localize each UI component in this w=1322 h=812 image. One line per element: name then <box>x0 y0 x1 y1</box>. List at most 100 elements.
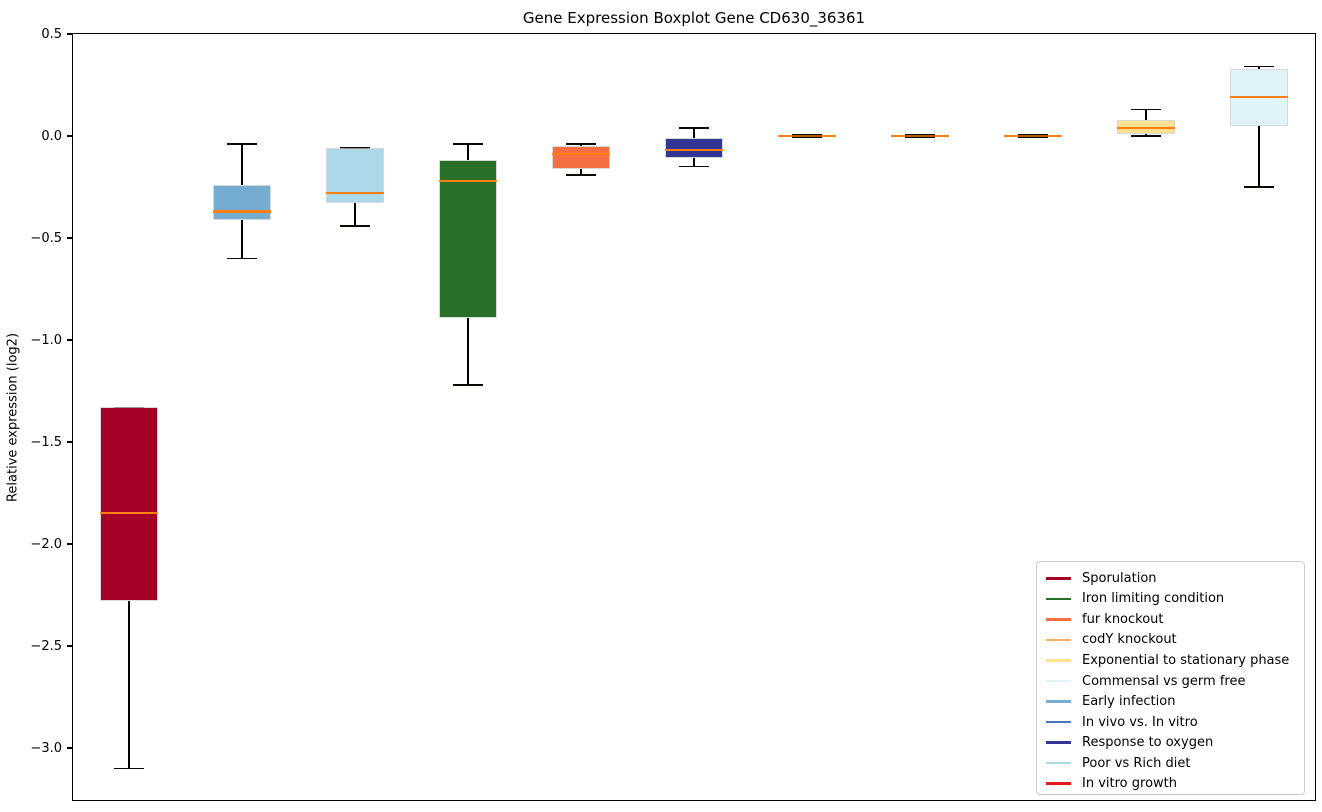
box-median <box>326 192 384 195</box>
whisker-cap-upper <box>566 143 596 145</box>
legend-label: fur knockout <box>1082 611 1164 627</box>
whisker-cap-upper-overlay <box>340 147 370 150</box>
y-tick-label: −0.5 <box>30 230 62 246</box>
legend-label: In vivo vs. In vitro <box>1082 714 1198 730</box>
y-tick-mark <box>67 33 72 35</box>
whisker-cap-upper-overlay <box>792 134 822 136</box>
whisker-cap-lower <box>566 174 596 176</box>
whisker-lower <box>467 317 469 385</box>
legend-item: codY knockout <box>1046 630 1304 651</box>
chart-title: Gene Expression Boxplot Gene CD630_36361 <box>522 9 866 27</box>
legend-item: In vivo vs. In vitro <box>1046 712 1304 733</box>
legend-label: Exponential to stationary phase <box>1082 652 1290 668</box>
whisker-cap-upper-overlay <box>453 143 483 145</box>
whisker-cap-upper-overlay <box>566 143 596 145</box>
y-tick-label: −3.0 <box>30 740 62 756</box>
legend-swatch <box>1046 700 1071 703</box>
whisker-upper <box>693 127 695 139</box>
y-tick-mark <box>67 135 72 137</box>
whisker-cap-lower-overlay <box>792 136 822 138</box>
whisker-cap-upper <box>453 143 483 145</box>
legend-item: Early infection <box>1046 691 1304 712</box>
whisker-cap-lower-overlay <box>340 224 370 227</box>
box <box>552 146 610 169</box>
whisker-cap-lower <box>227 257 257 260</box>
y-tick-mark <box>67 441 72 443</box>
whisker-cap-upper-overlay <box>1018 134 1048 136</box>
whisker-cap-lower <box>340 225 370 227</box>
whisker-cap-upper <box>679 127 709 129</box>
whisker-cap-upper-overlay <box>905 134 935 136</box>
box <box>326 148 384 204</box>
box <box>213 184 271 220</box>
whisker-cap-lower-overlay <box>453 384 483 386</box>
whisker-cap-upper <box>1244 65 1274 68</box>
whisker-cap-lower <box>679 165 709 168</box>
whisker-cap-upper <box>1131 108 1161 111</box>
y-axis-label: Relative expression (log2) <box>5 332 21 503</box>
legend-item: fur knockout <box>1046 609 1304 630</box>
legend-label: Poor vs Rich diet <box>1082 755 1191 771</box>
whisker-cap-lower-overlay <box>679 165 709 168</box>
box <box>665 138 723 159</box>
whisker-cap-lower-overlay <box>1244 186 1274 188</box>
legend-swatch <box>1046 761 1071 765</box>
whisker-cap-upper <box>227 143 257 145</box>
legend-swatch <box>1046 741 1071 744</box>
y-tick-label: −1.0 <box>30 332 62 348</box>
whisker-upper <box>580 144 582 147</box>
whisker-lower <box>580 168 582 175</box>
box <box>100 407 158 602</box>
y-tick-mark <box>67 339 72 341</box>
legend-item: In vitro growth <box>1046 773 1304 794</box>
whisker-cap-lower-overlay <box>1018 136 1048 138</box>
y-tick-label: −2.5 <box>30 638 62 654</box>
whisker-cap-upper-overlay <box>1244 65 1274 68</box>
legend-label: Early infection <box>1082 694 1176 710</box>
whisker-cap-upper-overlay <box>227 143 257 145</box>
legend-label: Response to oxygen <box>1082 735 1214 751</box>
legend-swatch <box>1046 720 1071 724</box>
box-median <box>100 512 158 515</box>
y-tick-mark <box>67 747 72 749</box>
legend-item: Exponential to stationary phase <box>1046 650 1304 671</box>
y-tick-label: 0.5 <box>41 26 62 42</box>
legend-label: Iron limiting condition <box>1082 591 1225 607</box>
y-tick-mark <box>67 237 72 239</box>
legend-item: Response to oxygen <box>1046 732 1304 753</box>
box-median <box>665 149 723 152</box>
whisker-cap-lower <box>1244 186 1274 188</box>
whisker-cap-lower <box>1131 135 1161 137</box>
box <box>439 160 497 318</box>
legend-label: In vitro growth <box>1082 776 1177 792</box>
legend-label: codY knockout <box>1082 632 1177 648</box>
box-median <box>439 179 497 182</box>
legend-swatch <box>1046 618 1071 621</box>
whisker-upper <box>241 144 243 185</box>
whisker-upper <box>467 144 469 161</box>
y-tick-label: −1.5 <box>30 434 62 450</box>
whisker-lower <box>1145 133 1147 136</box>
box-median <box>213 210 271 213</box>
whisker-upper <box>1145 109 1147 120</box>
whisker-lower <box>693 158 695 167</box>
y-tick-label: 0.0 <box>41 128 62 144</box>
whisker-lower <box>1258 125 1260 187</box>
whisker-lower <box>241 219 243 259</box>
box-median <box>778 134 836 138</box>
box-median <box>552 153 610 156</box>
whisker-cap-upper-overlay <box>1131 108 1161 111</box>
whisker-cap-lower-overlay <box>905 136 935 138</box>
legend-item: Iron limiting condition <box>1046 589 1304 610</box>
whisker-cap-lower <box>453 384 483 386</box>
box-median <box>1004 134 1062 138</box>
legend-swatch <box>1046 679 1071 683</box>
box-median <box>1230 96 1288 99</box>
legend-item: Sporulation <box>1046 568 1304 589</box>
whisker-upper <box>1258 66 1260 69</box>
legend-swatch <box>1046 659 1071 662</box>
legend-swatch <box>1046 782 1071 786</box>
legend-item: Commensal vs germ free <box>1046 671 1304 692</box>
legend: Sporulation Iron limiting condition fur kn… <box>1036 561 1305 795</box>
whisker-lower <box>128 601 130 769</box>
